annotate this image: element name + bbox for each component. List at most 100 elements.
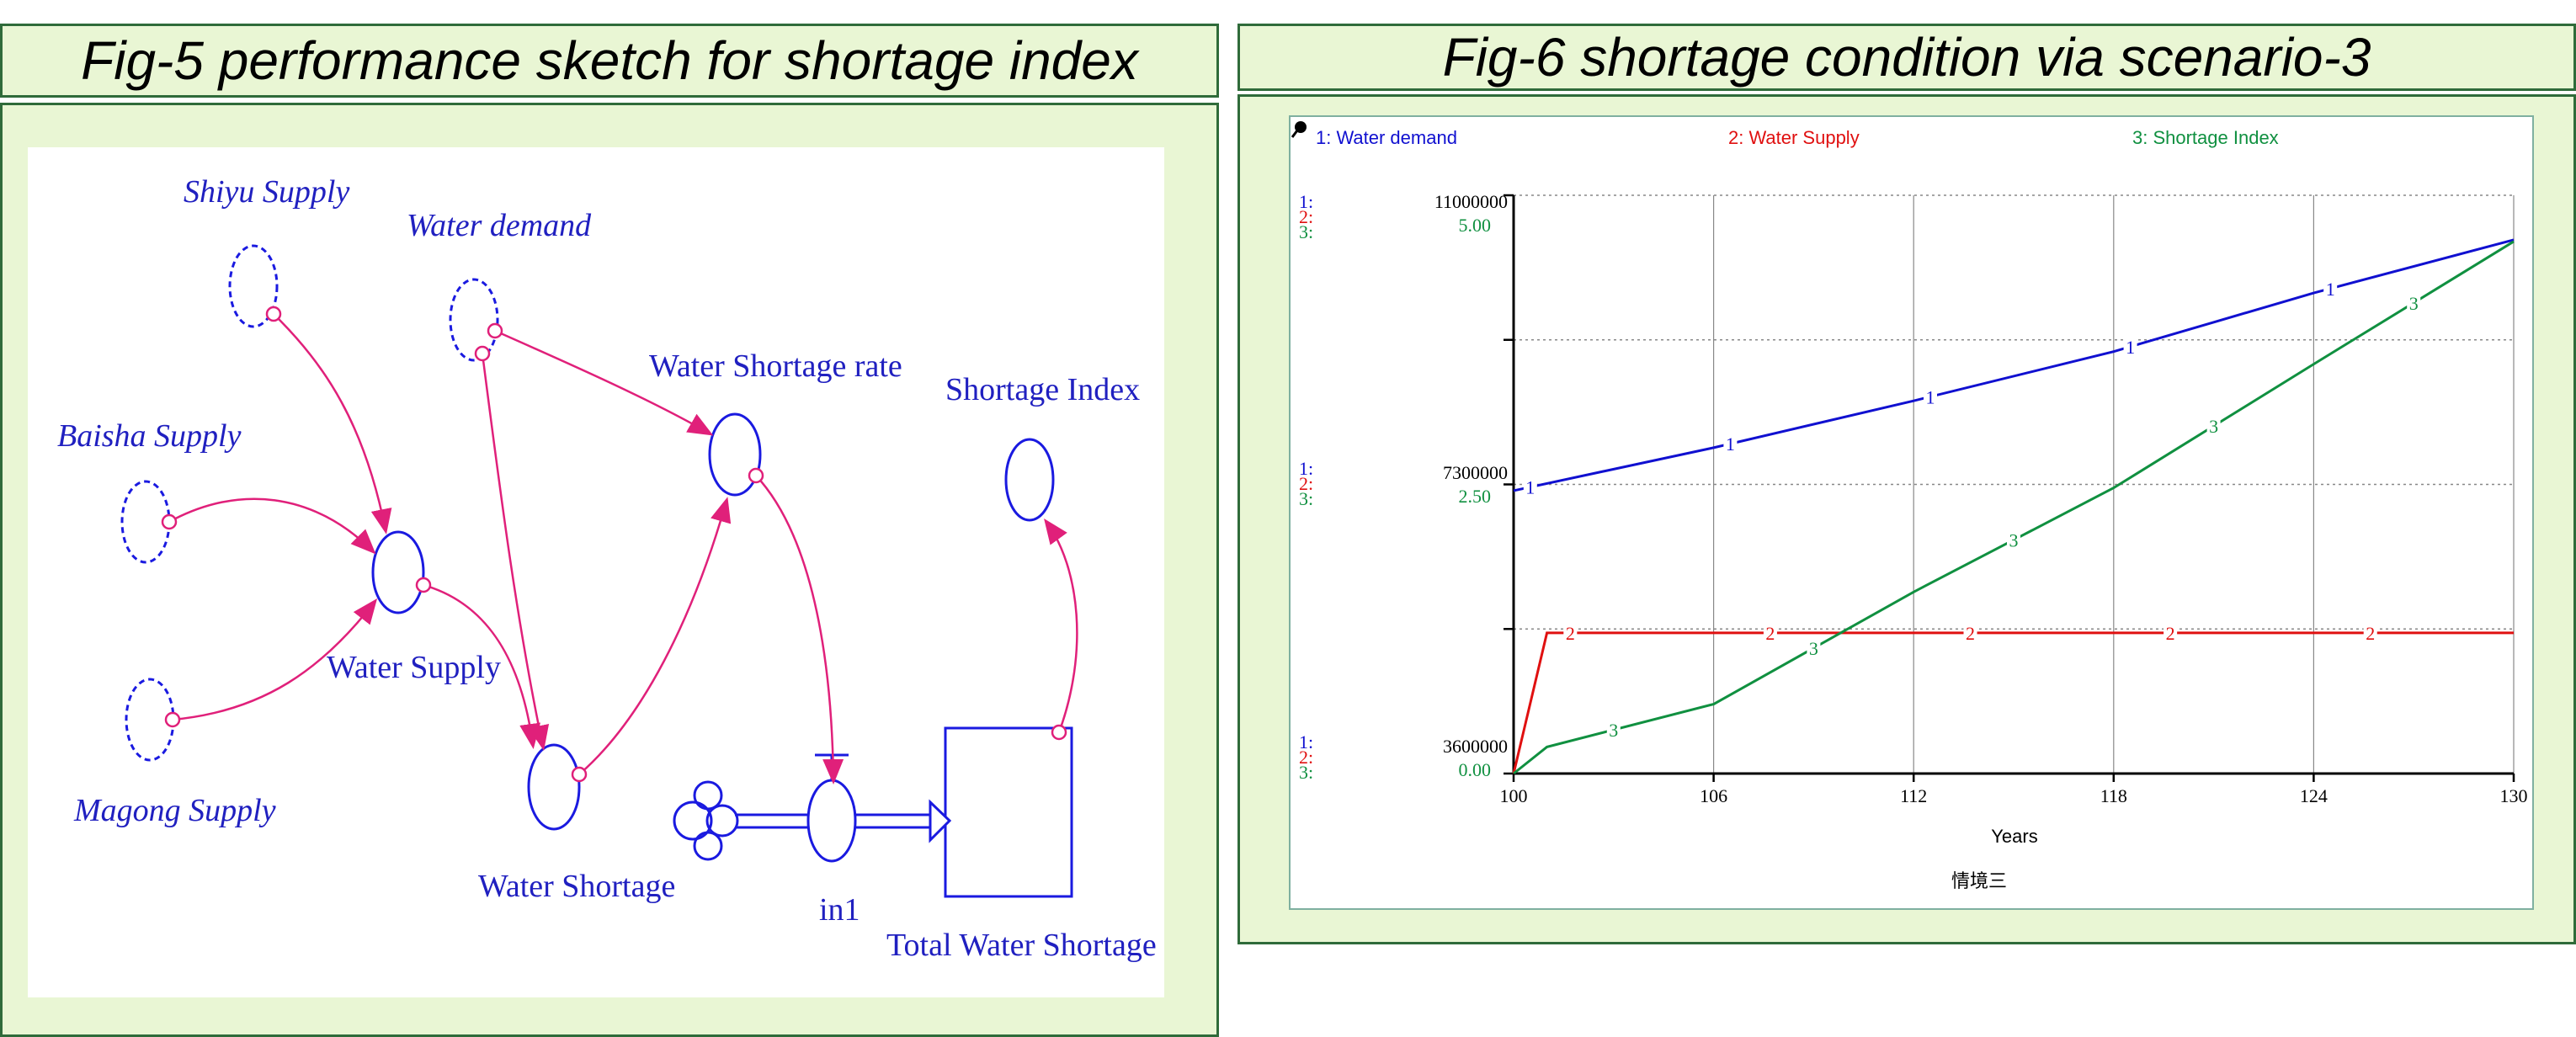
node-water-demand: [449, 278, 499, 362]
series-marker-2: 2: [1966, 623, 1975, 644]
series-marker-3: 3: [1609, 720, 1618, 741]
series-marker-bg: [1606, 721, 1621, 740]
label-magong-supply: Magong Supply: [73, 793, 276, 828]
fig5-title: Fig-5 performance sketch for shortage in…: [81, 30, 1138, 91]
fig6-title-box: Fig-6 shortage condition via scenario-3: [1237, 24, 2576, 91]
series-marker-bg: [1924, 387, 1937, 407]
label-water-shortage: Water Shortage: [478, 869, 675, 904]
series-marker-1: 1: [2326, 279, 2335, 300]
series-marker-1: 1: [1926, 386, 1935, 407]
series-marker-bg: [1963, 623, 1977, 642]
series-marker-3: 3: [1809, 638, 1818, 659]
x-tick-label: 124: [2300, 785, 2328, 806]
x-axis-label: Years: [1991, 826, 2037, 847]
grid: [1513, 194, 2515, 774]
series-marker-3: 3: [2009, 529, 2019, 550]
series-marker-2: 2: [1566, 623, 1575, 644]
series-marker-bg: [1563, 623, 1578, 642]
x-ticks: 100 106 112 118 124 130: [1500, 774, 2528, 806]
fig6-title: Fig-6 shortage condition via scenario-3: [1442, 27, 2371, 88]
line-chart: 1: Water demand 2: Water Supply 3: Short…: [1291, 121, 2528, 891]
series-marker-3: 3: [2409, 293, 2419, 314]
connector-demand-to-rate: [494, 329, 714, 436]
stock-flow-diagram: Shiyu Supply Water demand Baisha Supply …: [57, 174, 1212, 963]
connector-rate-to-in1: [755, 475, 844, 784]
ind-bot-2: 2:: [1299, 747, 1313, 768]
fig5-panel: Shiyu Supply Water demand Baisha Supply …: [0, 103, 1219, 1037]
pin-icon: [1291, 121, 1307, 138]
series-marker-1: 1: [1726, 433, 1735, 455]
node-shortage-index: [1004, 438, 1055, 522]
series-marker-2: 2: [2366, 623, 2375, 644]
label-shortage-index: Shortage Index: [945, 372, 1140, 407]
x-tick-label: 112: [1900, 785, 1927, 806]
x-tick-label: 100: [1500, 785, 1528, 806]
connector-demand-to-shortage: [481, 353, 550, 751]
series-marker-bg: [1807, 638, 1821, 657]
series-line-3: [1513, 240, 2515, 775]
legend-water-supply: 2: Water Supply: [1728, 127, 1860, 148]
label-water-shortage-rate: Water Shortage rate: [649, 348, 902, 384]
label-baisha-supply: Baisha Supply: [57, 418, 242, 454]
connector-shortage-to-rate: [578, 497, 732, 775]
y-right-mid: 2.50: [1459, 486, 1492, 507]
series-marker-bg: [2206, 417, 2221, 436]
x-tick-label: 130: [2500, 785, 2528, 806]
series-line-2: [1512, 631, 2514, 774]
y-left-top: 11000000: [1434, 191, 1508, 212]
series-marker-bg: [1523, 477, 1537, 497]
series-marker-bg: [1723, 434, 1738, 454]
legend-water-demand: 1: Water demand: [1316, 127, 1457, 148]
axis-indicators: 1: 2: 3: 1: 2: 3: 1: 2: 3: 11000000 5.00…: [1299, 191, 1508, 783]
series-marker-1: 1: [1525, 477, 1535, 498]
connectors: [168, 313, 1078, 784]
ind-top-1: 1:: [1299, 191, 1313, 212]
node-water-supply: [371, 530, 425, 614]
series-marker-bg: [1763, 623, 1777, 642]
fig5-title-box: Fig-5 performance sketch for shortage in…: [0, 24, 1219, 98]
fig6-canvas: 1: Water demand 2: Water Supply 3: Short…: [1289, 115, 2534, 910]
node-shiyu-supply: [228, 244, 279, 328]
connector-baisha-to-supply: [168, 497, 376, 555]
series-marker-bg: [2007, 530, 2020, 550]
label-total-water-shortage-rate: Total Water Shortage rate: [886, 928, 1164, 963]
connector-stock-to-index: [1044, 518, 1078, 733]
stock-total-water-shortage-rate: [944, 726, 1073, 898]
node-water-shortage: [527, 743, 581, 831]
cloud-source-icon: [673, 780, 739, 861]
label-water-supply: Water Supply: [327, 650, 501, 685]
connector-magong-to-supply: [172, 598, 378, 721]
series-marker-1: 1: [2126, 337, 2135, 358]
series-marker-bg: [2164, 623, 2178, 642]
series-marker-bg: [2123, 337, 2137, 356]
flow-pipe-in1: [735, 753, 952, 863]
x-tick-label: 118: [2100, 785, 2127, 806]
connector-shiyu-to-supply: [273, 313, 392, 534]
axes: [1504, 194, 2514, 775]
ind-bot-3: 3:: [1299, 762, 1313, 783]
y-left-mid: 7300000: [1443, 462, 1508, 483]
ind-top-2: 2:: [1299, 206, 1313, 227]
x-tick-label: 106: [1700, 785, 1727, 806]
series-marker-bg: [2363, 623, 2377, 642]
ind-mid-3: 3:: [1299, 488, 1313, 509]
ind-top-3: 3:: [1299, 221, 1313, 242]
series-marker-bg: [2407, 293, 2421, 312]
connector-supply-to-shortage: [423, 583, 540, 749]
legend-shortage-index: 3: Shortage Index: [2132, 127, 2279, 148]
node-water-shortage-rate: [708, 412, 762, 497]
connector-origins: [161, 306, 1067, 783]
label-in1: in1: [819, 892, 860, 928]
label-water-demand: Water demand: [407, 208, 592, 243]
series: 1 1 1 1 1 2 2 2 2 2 3 3 3 3 3: [1512, 238, 2515, 775]
series-marker-2: 2: [2166, 623, 2175, 644]
fig6-panel: 1: Water demand 2: Water Supply 3: Short…: [1237, 94, 2576, 944]
scenario-label: 情境三: [1951, 870, 2007, 891]
ind-mid-2: 2:: [1299, 473, 1313, 494]
label-shiyu-supply: Shiyu Supply: [184, 174, 349, 210]
y-left-bot: 3600000: [1443, 736, 1508, 757]
y-right-bot: 0.00: [1459, 759, 1492, 780]
series-marker-3: 3: [2209, 416, 2218, 437]
series-marker-2: 2: [1765, 623, 1775, 644]
fig5-canvas: Shiyu Supply Water demand Baisha Supply …: [28, 147, 1212, 997]
